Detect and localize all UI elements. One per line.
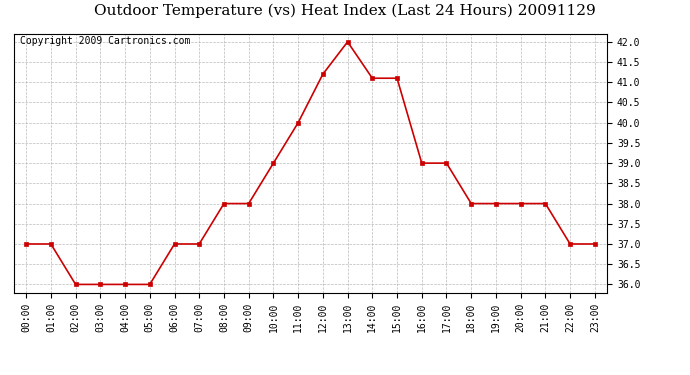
Text: Outdoor Temperature (vs) Heat Index (Last 24 Hours) 20091129: Outdoor Temperature (vs) Heat Index (Las… (94, 4, 596, 18)
Text: Copyright 2009 Cartronics.com: Copyright 2009 Cartronics.com (20, 36, 190, 46)
